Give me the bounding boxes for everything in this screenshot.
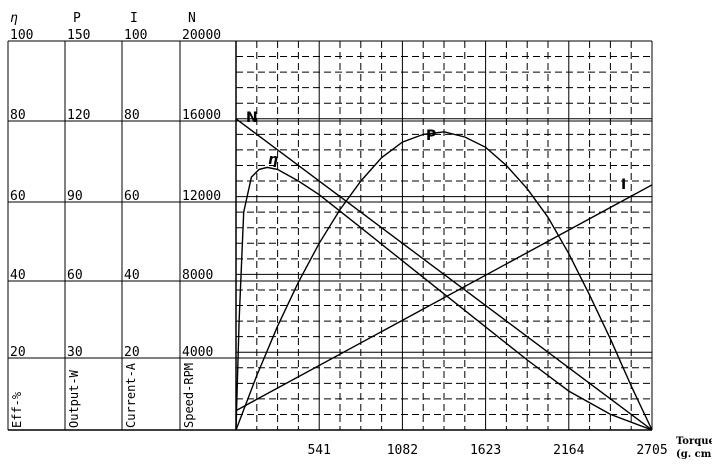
current-curve-label: I	[621, 177, 626, 193]
x-axis-title: Torque	[676, 436, 712, 447]
x-tick-label: 2705	[636, 443, 667, 458]
axis-labels: η 100 80 60 40 20 Eff-% P 150 120 90 60 30 Output-W I 1…	[10, 11, 712, 460]
efficiency-curve-label: η	[268, 152, 278, 168]
axis-tick-label: 60	[67, 268, 83, 283]
axis-tick-label: 90	[67, 189, 83, 204]
axis-title: Eff-%	[10, 391, 24, 428]
output-curve	[235, 131, 653, 431]
axis-tick-label: 120	[67, 108, 90, 123]
x-axis-unit: (g. cm)	[676, 449, 712, 460]
current-curve	[235, 184, 653, 412]
x-tick-label: 541	[307, 443, 330, 458]
axis-tick-label: 30	[67, 345, 83, 360]
axis-tick-label: 80	[10, 108, 26, 123]
axis-tick-label: 4000	[182, 345, 213, 360]
performance-curves: N P Iη	[235, 110, 653, 431]
axis-symbol-2: P	[73, 11, 81, 26]
speed-curve-label: N	[246, 110, 258, 126]
axis-tick-label: 12000	[182, 189, 221, 204]
axis-top-value: 100	[10, 28, 33, 43]
efficiency-curve	[235, 166, 653, 431]
axis-tick-label: 40	[124, 268, 140, 283]
axis-symbol-4: N	[188, 11, 196, 26]
axis-top-value: 20000	[182, 28, 221, 43]
axis-tick-label: 8000	[182, 268, 213, 283]
axis-symbol-3: I	[130, 11, 138, 26]
axis-title: Speed-RPM	[182, 363, 196, 428]
axis-top-value: 100	[124, 28, 147, 43]
speed-curve	[235, 118, 653, 431]
axis-tick-label: 20	[124, 345, 140, 360]
axis-tick-label: 20	[10, 345, 26, 360]
x-tick-label: 1082	[387, 443, 418, 458]
axis-tick-label: 40	[10, 268, 26, 283]
x-tick-label: 2164	[553, 443, 584, 458]
x-tick-label: 1623	[470, 443, 501, 458]
axis-tick-label: 16000	[182, 108, 221, 123]
axis-title: Output-W	[67, 369, 81, 428]
axis-top-value: 150	[67, 28, 90, 43]
plot-grid	[8, 40, 653, 431]
axis-title: Current-A	[124, 362, 138, 428]
output-curve-label: P	[426, 128, 436, 144]
axis-symbol-1: η	[10, 11, 18, 26]
axis-tick-label: 60	[10, 189, 26, 204]
left-axis-frame	[7, 40, 236, 430]
axis-tick-label: 80	[124, 108, 140, 123]
axis-tick-label: 60	[124, 189, 140, 204]
